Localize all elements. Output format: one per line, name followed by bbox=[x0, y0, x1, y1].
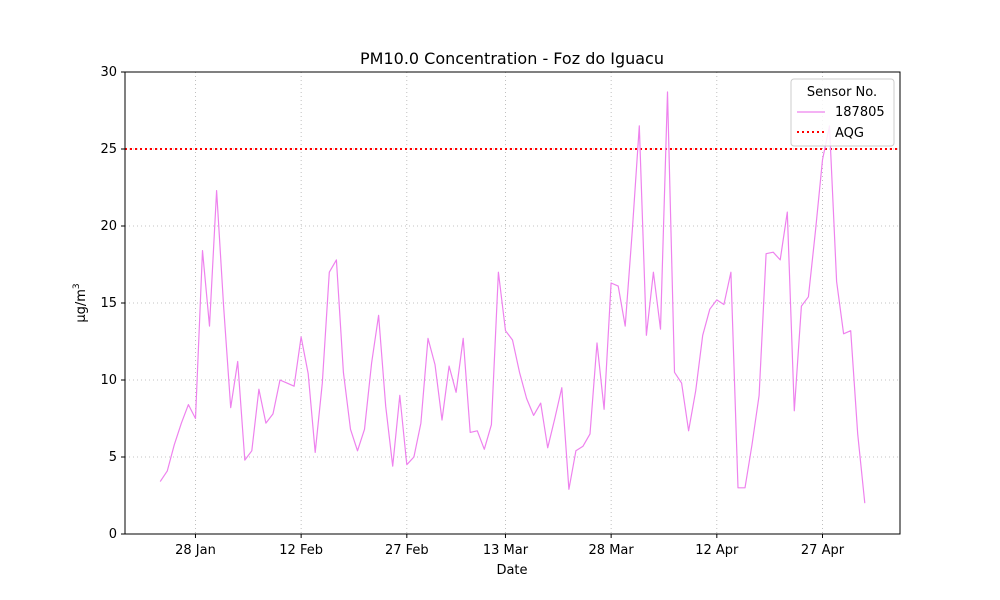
x-tick-label: 27 Feb bbox=[385, 543, 429, 558]
legend-box bbox=[790, 78, 895, 147]
series-lines bbox=[159, 91, 866, 504]
x-tick-label: 28 Mar bbox=[589, 543, 635, 558]
x-axis-label: Date bbox=[496, 563, 527, 578]
x-tick-label: 12 Feb bbox=[279, 543, 323, 558]
y-tick-label: 20 bbox=[100, 219, 117, 234]
x-tick-label: 27 Apr bbox=[801, 543, 845, 558]
legend-series-label: 187805 bbox=[835, 105, 885, 120]
y-tick-label: 10 bbox=[100, 373, 117, 388]
x-tick-label: 28 Jan bbox=[175, 543, 216, 558]
y-axis-label-unit: μg/m bbox=[74, 289, 89, 323]
legend: Sensor No. 187805 AQG bbox=[790, 78, 895, 147]
legend-title: Sensor No. bbox=[807, 85, 877, 100]
y-tick-label: 0 bbox=[109, 527, 117, 542]
y-tick-label: 25 bbox=[100, 142, 117, 157]
x-tick-label: 13 Mar bbox=[483, 543, 529, 558]
y-tick-label: 30 bbox=[100, 65, 117, 80]
y-axis-label: μg/m3 bbox=[72, 283, 89, 322]
legend-aqg-label: AQG bbox=[835, 126, 864, 141]
y-axis-ticks: 0 5 10 15 20 25 30 bbox=[100, 65, 125, 542]
series-line-187805 bbox=[159, 91, 866, 504]
x-axis-ticks: 28 Jan 12 Feb 27 Feb 13 Mar 28 Mar 12 Apr 27 A… bbox=[175, 534, 845, 558]
y-tick-label: 15 bbox=[100, 296, 117, 311]
y-axis-label-sup: 3 bbox=[72, 283, 82, 289]
x-tick-label: 12 Apr bbox=[695, 543, 739, 558]
chart-title: PM10.0 Concentration - Foz do Iguacu bbox=[360, 49, 664, 68]
grid-lines bbox=[125, 71, 900, 535]
y-tick-label: 5 bbox=[109, 450, 117, 465]
